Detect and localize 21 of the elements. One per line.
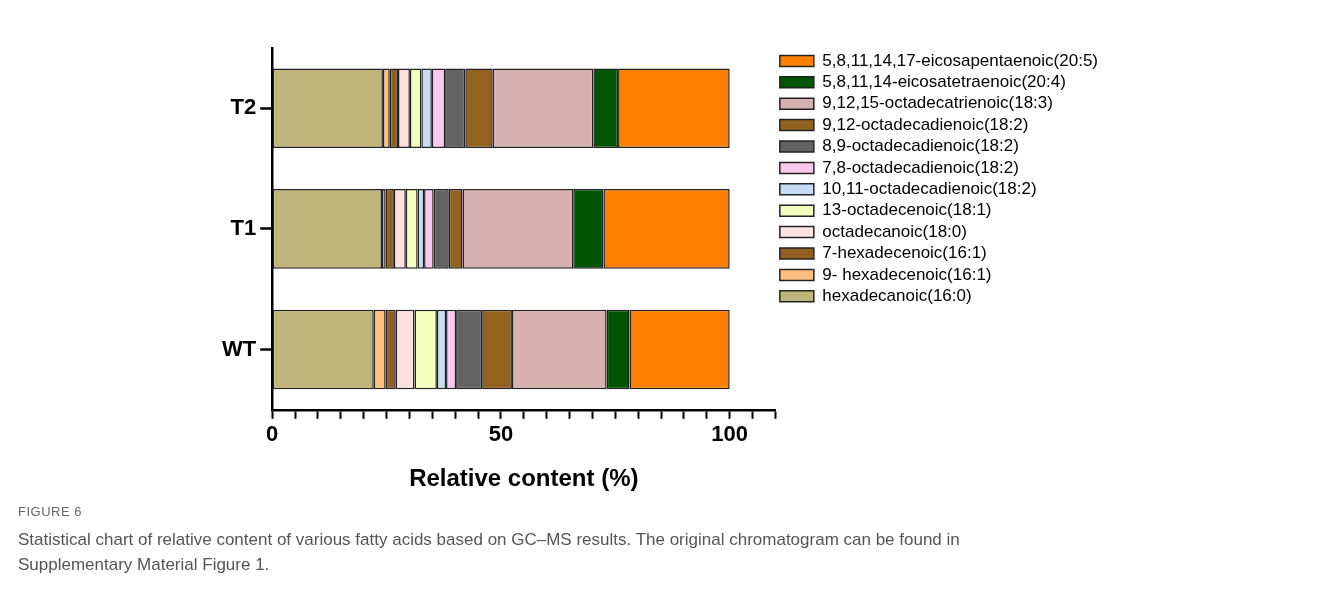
legend-label: 10,11-octadecadienoic(18:2) [822,178,1037,198]
x-tick-label: 100 [711,421,749,447]
legend-label: 13-octadecenoic(18:1) [822,200,992,220]
legend-label: 7-hexadecenoic(16:1) [822,243,987,263]
y-tick-label: WT [222,335,257,361]
legend-label: 9,12-octadecadienoic(18:2) [822,114,1029,134]
legend-label: 5,8,11,14,17-eicosapentaenoic(20:5) [822,50,1099,70]
x-axis-title: Relative content (%) [409,464,639,492]
legend-label: 9- hexadecenoic(16:1) [822,264,992,284]
legend-label: 7,8-octadecadienoic(18:2) [822,157,1019,177]
text: Statistical chart of relative content of various fatty acids based on GC–MS results. The original chromatogram can be found in Supplementary Material Figure 1. [18,529,961,576]
legend-label: 8,9-octadecadienoic(18:2) [822,136,1019,156]
legend-label: 9,12,15-octadecatrienoic(18:3) [822,93,1053,113]
legend-label: 5,8,11,14-eicosatetraenoic(20:4) [822,71,1066,91]
y-tick-label: T2 [230,94,257,120]
x-tick-label: 50 [488,421,514,447]
caption: FIGURE 6 [18,504,83,519]
x-tick-label: 0 [266,421,279,447]
legend-label: hexadecanoic(16:0) [822,285,972,305]
y-tick-label: T1 [230,214,257,240]
legend-label: octadecanoic(18:0) [822,221,967,241]
